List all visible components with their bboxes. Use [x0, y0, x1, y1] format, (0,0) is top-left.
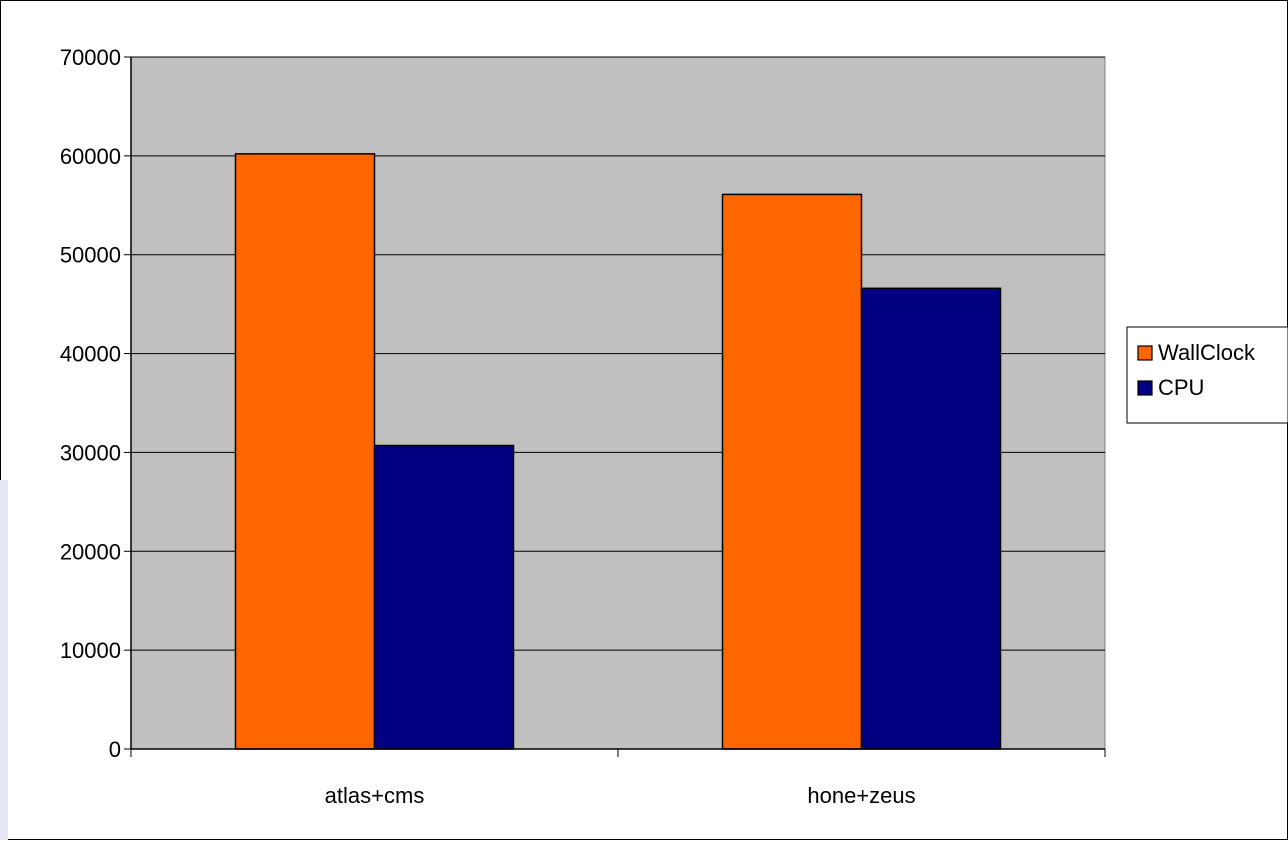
y-tick-label: 50000	[60, 243, 121, 268]
legend-label-wallclock: WallClock	[1158, 340, 1256, 365]
bar-wallclock-hone-zeus	[721, 193, 863, 750]
legend-swatch-wallclock	[1137, 345, 1153, 361]
legend-swatch-cpu	[1137, 380, 1153, 396]
left-edge-accent	[0, 480, 8, 840]
bar-cpu-atlas-cms	[373, 444, 515, 750]
x-tick-label: hone+zeus	[807, 783, 915, 808]
y-tick-label: 10000	[60, 638, 121, 663]
y-tick-label: 0	[109, 737, 121, 762]
bar-wallclock-atlas-cms	[234, 153, 376, 750]
bar-cpu-hone-zeus	[860, 287, 1002, 750]
y-tick-label: 60000	[60, 144, 121, 169]
x-tick-label: atlas+cms	[325, 783, 425, 808]
plot-area: 0 10000 20000 30000 40000 50000 60000 70000 atla…	[60, 45, 1106, 808]
y-tick-label: 30000	[60, 440, 121, 465]
y-tick-label: 20000	[60, 539, 121, 564]
legend-box	[1126, 326, 1288, 424]
y-tick-label: 40000	[60, 342, 121, 367]
legend-label-cpu: CPU	[1158, 375, 1204, 400]
legend: WallClock CPU	[1126, 326, 1288, 424]
y-tick-label: 70000	[60, 45, 121, 70]
